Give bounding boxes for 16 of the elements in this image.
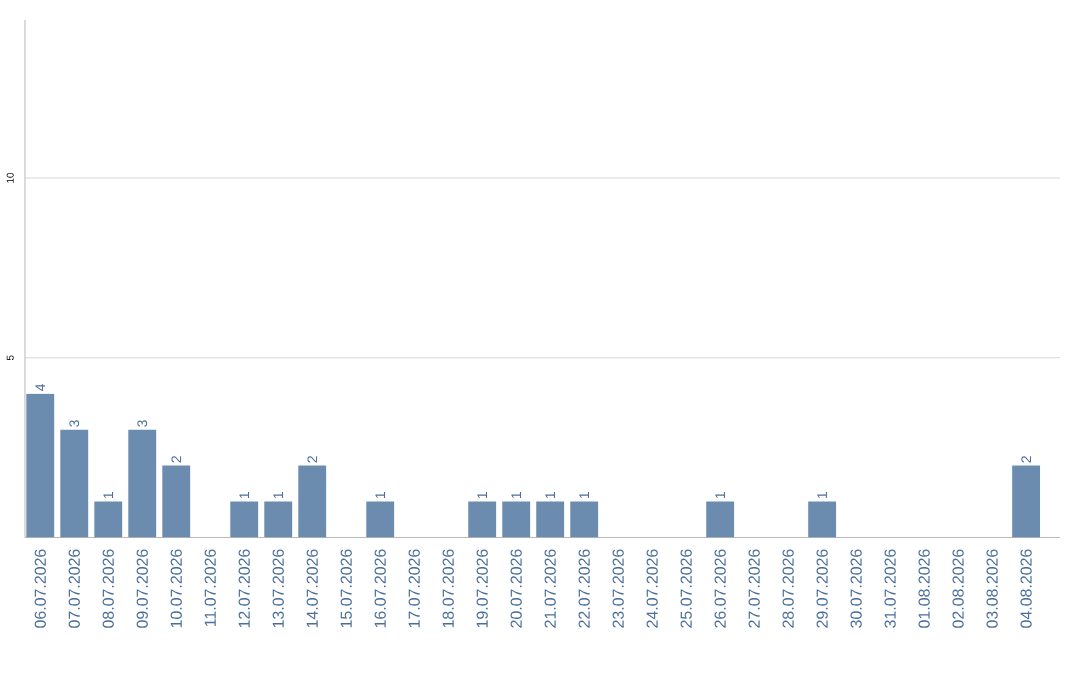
- bar: [468, 501, 497, 538]
- bar: [264, 501, 293, 538]
- bar: [230, 501, 259, 538]
- bar: [60, 429, 89, 538]
- bar: [536, 501, 565, 538]
- bar: [298, 465, 327, 538]
- bar: [706, 501, 735, 538]
- bar: [808, 501, 837, 538]
- bar: [26, 393, 55, 538]
- bar: [366, 501, 395, 538]
- bar: [128, 429, 157, 538]
- bar: [502, 501, 531, 538]
- bar: [94, 501, 123, 538]
- bar: [1012, 465, 1041, 538]
- bar: [162, 465, 191, 538]
- bar: [570, 501, 599, 538]
